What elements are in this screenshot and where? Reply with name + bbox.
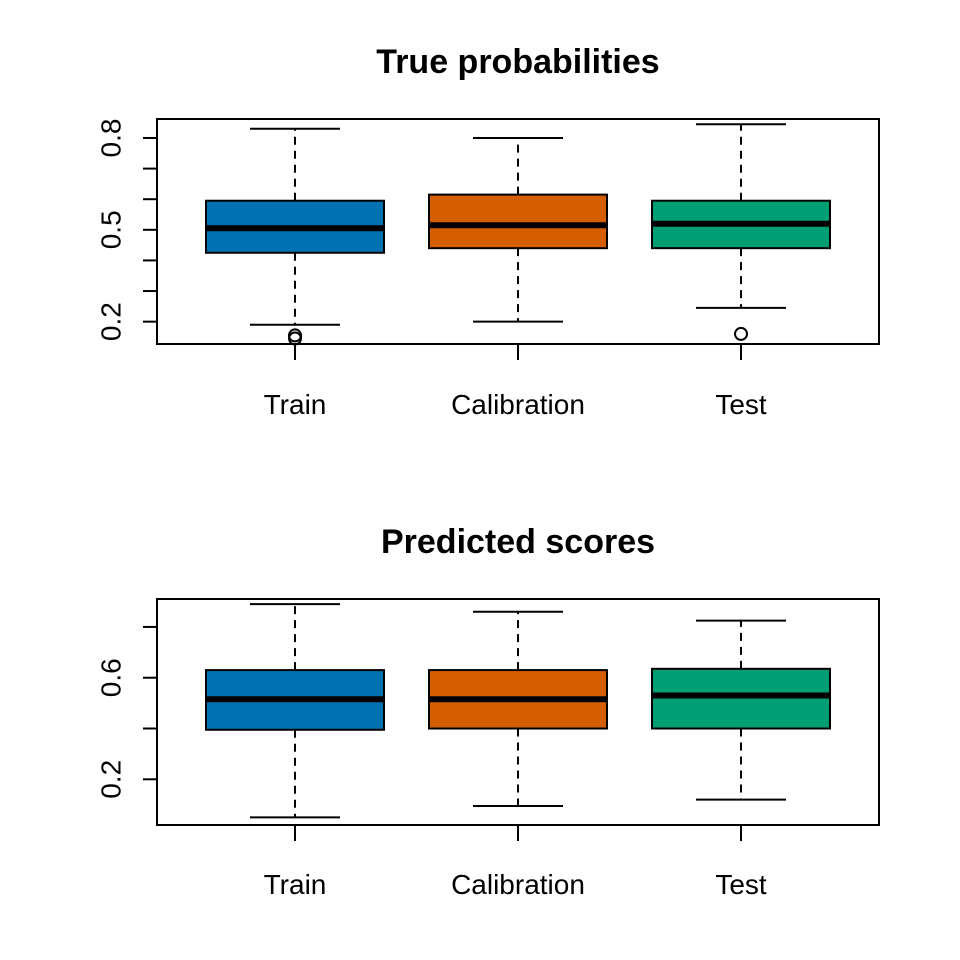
chart-title: True probabilities bbox=[376, 43, 659, 81]
panel-predicted-scores: Predicted scores 0.2 0.6 Train Calibration Te… bbox=[96, 523, 880, 900]
x-category-label: Train bbox=[264, 389, 327, 420]
x-category-label: Test bbox=[715, 869, 767, 900]
y-tick-label: 0.2 bbox=[96, 302, 127, 341]
box-test bbox=[651, 123, 831, 341]
iqr-box bbox=[651, 667, 831, 730]
iqr-box bbox=[428, 193, 608, 250]
chart-title: Predicted scores bbox=[381, 523, 655, 561]
box-train bbox=[205, 127, 385, 346]
x-category-label: Calibration bbox=[451, 869, 585, 900]
y-tick-label: 0.5 bbox=[96, 210, 127, 249]
y-tick-label: 0.2 bbox=[96, 760, 127, 799]
panel-true-probabilities: True probabilities 0.2 0.5 0.8 Train Calibrat… bbox=[96, 43, 880, 420]
box-calibration bbox=[428, 136, 608, 323]
y-tick-label: 0.8 bbox=[96, 119, 127, 158]
x-category-label: Train bbox=[264, 869, 327, 900]
x-category-label: Test bbox=[715, 389, 767, 420]
x-category-label: Calibration bbox=[451, 389, 585, 420]
y-tick-label: 0.6 bbox=[96, 658, 127, 697]
outlier-point bbox=[734, 326, 748, 341]
box-test bbox=[651, 619, 831, 801]
box-calibration bbox=[428, 610, 608, 807]
box-train bbox=[205, 603, 385, 819]
